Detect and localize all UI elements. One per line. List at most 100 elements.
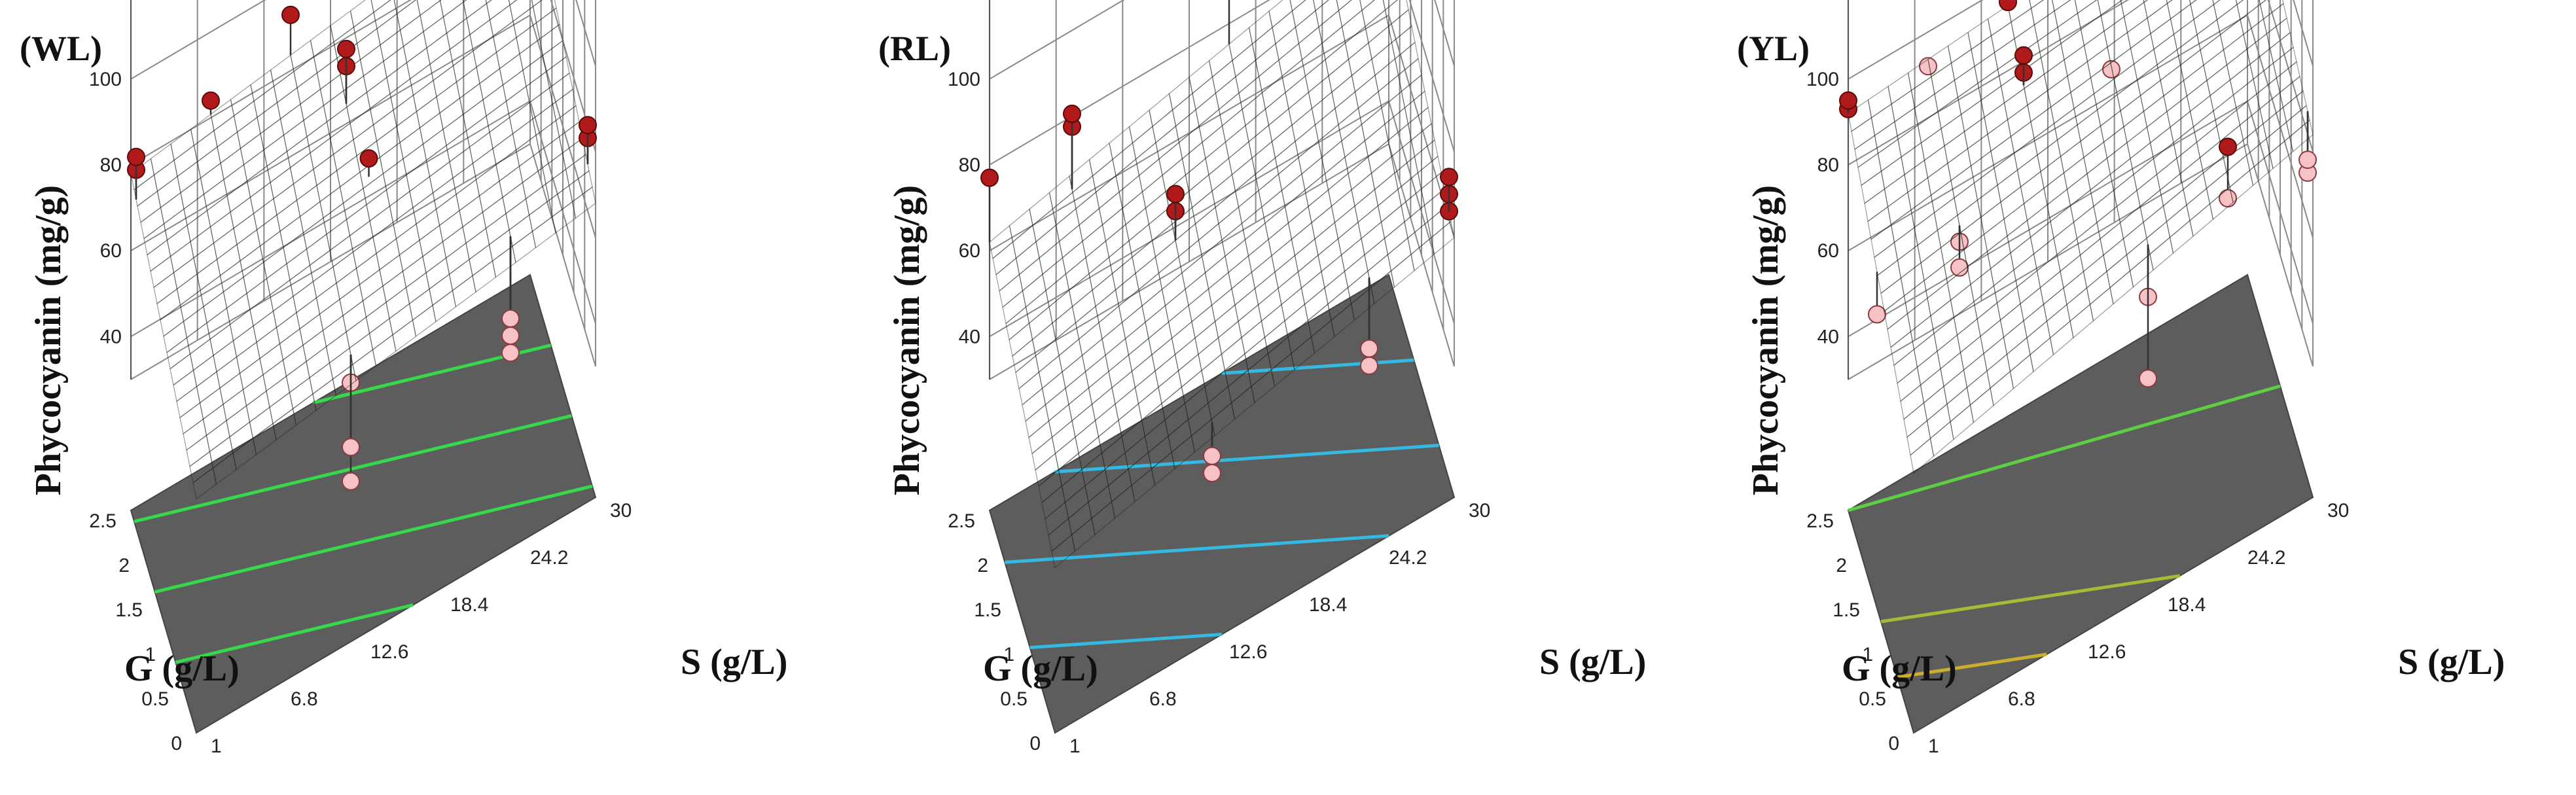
surface-cell <box>2183 172 2208 206</box>
surface-cell <box>2050 92 2075 124</box>
surface-cell <box>1238 304 1262 338</box>
surface-cell <box>2123 1 2148 33</box>
surface-cell <box>2013 137 2038 171</box>
surface-cell <box>150 255 175 289</box>
surface-cell <box>306 121 331 154</box>
surface-cell <box>1151 223 1176 258</box>
x-tick-label: 24.2 <box>2247 547 2285 569</box>
surface-cell <box>2109 158 2134 192</box>
surface-cell <box>2039 270 2064 306</box>
surface-cell <box>273 71 298 103</box>
surface-cell <box>2183 64 2208 97</box>
surface-cell <box>189 338 214 371</box>
surface-cell <box>1171 321 1196 355</box>
surface-cell <box>2139 79 2164 113</box>
surface-cell <box>186 322 211 355</box>
surface-cell <box>505 198 530 231</box>
surface-cell <box>2133 48 2158 80</box>
surface-cell <box>1313 0 1329 12</box>
surface-cell <box>2133 158 2158 192</box>
surface-cell <box>1397 171 1422 207</box>
surface-cell <box>393 94 418 128</box>
surface-cell <box>392 207 417 239</box>
surface-cell <box>2030 0 2055 26</box>
surface-cell <box>1045 273 1070 308</box>
surface-cell <box>210 99 235 132</box>
surface-cell <box>1870 103 1895 137</box>
surface-cell <box>1168 304 1192 340</box>
surface-cell <box>389 303 414 336</box>
surface-cell <box>1291 336 1315 371</box>
surface-cell <box>1304 58 1329 94</box>
surface-cell <box>379 254 404 287</box>
surface-cell <box>193 242 218 275</box>
surface-cell <box>1101 436 1126 470</box>
surface-cell <box>382 270 407 304</box>
surface-cell <box>173 256 198 290</box>
surface-cell <box>303 105 328 137</box>
surface-cell <box>1281 59 1306 94</box>
surface-cell <box>420 0 444 33</box>
surface-cell <box>2090 173 2115 207</box>
surface-cell <box>332 139 357 171</box>
surface-cell <box>1987 118 2012 152</box>
surface-cell <box>2253 62 2278 95</box>
surface-cell <box>363 173 387 205</box>
surface-cell <box>329 347 353 380</box>
surface-cell <box>509 0 534 22</box>
surface-cell <box>223 276 247 309</box>
surface-cell <box>1125 207 1150 242</box>
surface-cell <box>2147 3 2172 35</box>
surface-cell <box>1111 256 1136 291</box>
surface-cell <box>552 88 577 122</box>
surface-cell <box>1035 452 1060 487</box>
surface-cell <box>2037 26 2062 59</box>
surface-cell <box>2166 95 2191 128</box>
surface-cell <box>442 113 467 147</box>
surface-cell <box>475 164 500 197</box>
surface-cell <box>1927 162 1952 196</box>
panel-label: (YL) <box>1737 29 1810 68</box>
surface-cell <box>1983 336 2008 372</box>
surface-cell <box>2190 0 2215 20</box>
grid-line <box>1848 99 2314 338</box>
surface-cell <box>1041 371 1066 406</box>
surface-cell <box>519 38 544 71</box>
surface-cell <box>1957 199 1982 234</box>
surface-cell <box>2279 75 2304 109</box>
surface-cell <box>269 391 294 425</box>
surface-cell <box>2007 219 2031 254</box>
surface-cell <box>1002 290 1027 325</box>
surface-cell <box>1152 109 1177 144</box>
surface-cell <box>2149 236 2174 271</box>
surface-cell <box>1171 435 1196 470</box>
surface-cell <box>2007 104 2031 137</box>
surface-cell <box>539 24 564 56</box>
surface-cell <box>200 162 224 195</box>
surface-cell <box>1391 139 1416 174</box>
surface-cell <box>2150 18 2175 50</box>
surface-cell <box>466 3 491 35</box>
surface-cell <box>1891 90 1916 122</box>
surface-cell <box>2013 253 2038 288</box>
surface-cell <box>1857 152 1882 186</box>
surface-cell <box>555 105 580 137</box>
surface-cell <box>405 272 430 305</box>
surface-cell <box>1022 274 1046 308</box>
surface-cell <box>2113 173 2138 207</box>
surface-cell <box>369 93 394 126</box>
surface-cell <box>1960 216 1985 251</box>
surface-cell <box>1208 272 1232 306</box>
x-tick-label: 18.4 <box>1309 594 1347 616</box>
surface-cell <box>309 249 334 283</box>
surface-cell <box>213 227 238 260</box>
surface-cell <box>399 239 423 272</box>
surface-cell <box>1211 288 1236 323</box>
surface-cell <box>2243 18 2268 50</box>
surface-cell <box>249 294 274 327</box>
design-point-below <box>2219 189 2237 208</box>
surface-cell <box>1341 124 1366 158</box>
surface-cell <box>302 217 327 250</box>
surface-cell <box>150 143 175 176</box>
surface-cell <box>1061 468 1086 503</box>
